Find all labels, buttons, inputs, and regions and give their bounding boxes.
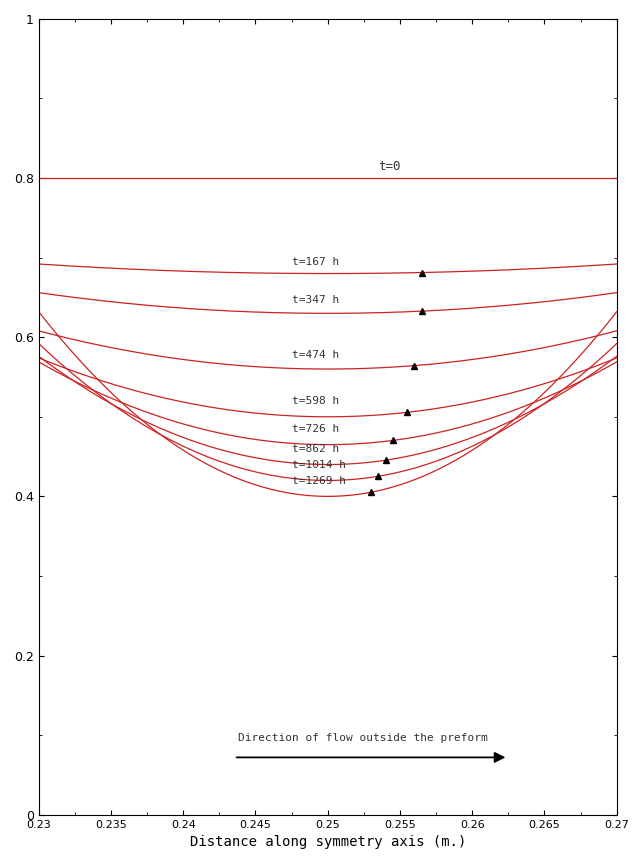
Text: t=474 h: t=474 h: [291, 350, 339, 360]
Text: t=167 h: t=167 h: [291, 256, 339, 267]
Text: t=862 h: t=862 h: [291, 444, 339, 454]
Text: t=0: t=0: [378, 161, 401, 173]
X-axis label: Distance along symmetry axis (m.): Distance along symmetry axis (m.): [190, 835, 466, 849]
Text: t=1269 h: t=1269 h: [291, 476, 345, 486]
Text: Direction of flow outside the preform: Direction of flow outside the preform: [238, 734, 488, 744]
Text: t=347 h: t=347 h: [291, 295, 339, 306]
Text: t=598 h: t=598 h: [291, 396, 339, 406]
Text: t=726 h: t=726 h: [291, 425, 339, 434]
Text: t=1014 h: t=1014 h: [291, 460, 345, 470]
